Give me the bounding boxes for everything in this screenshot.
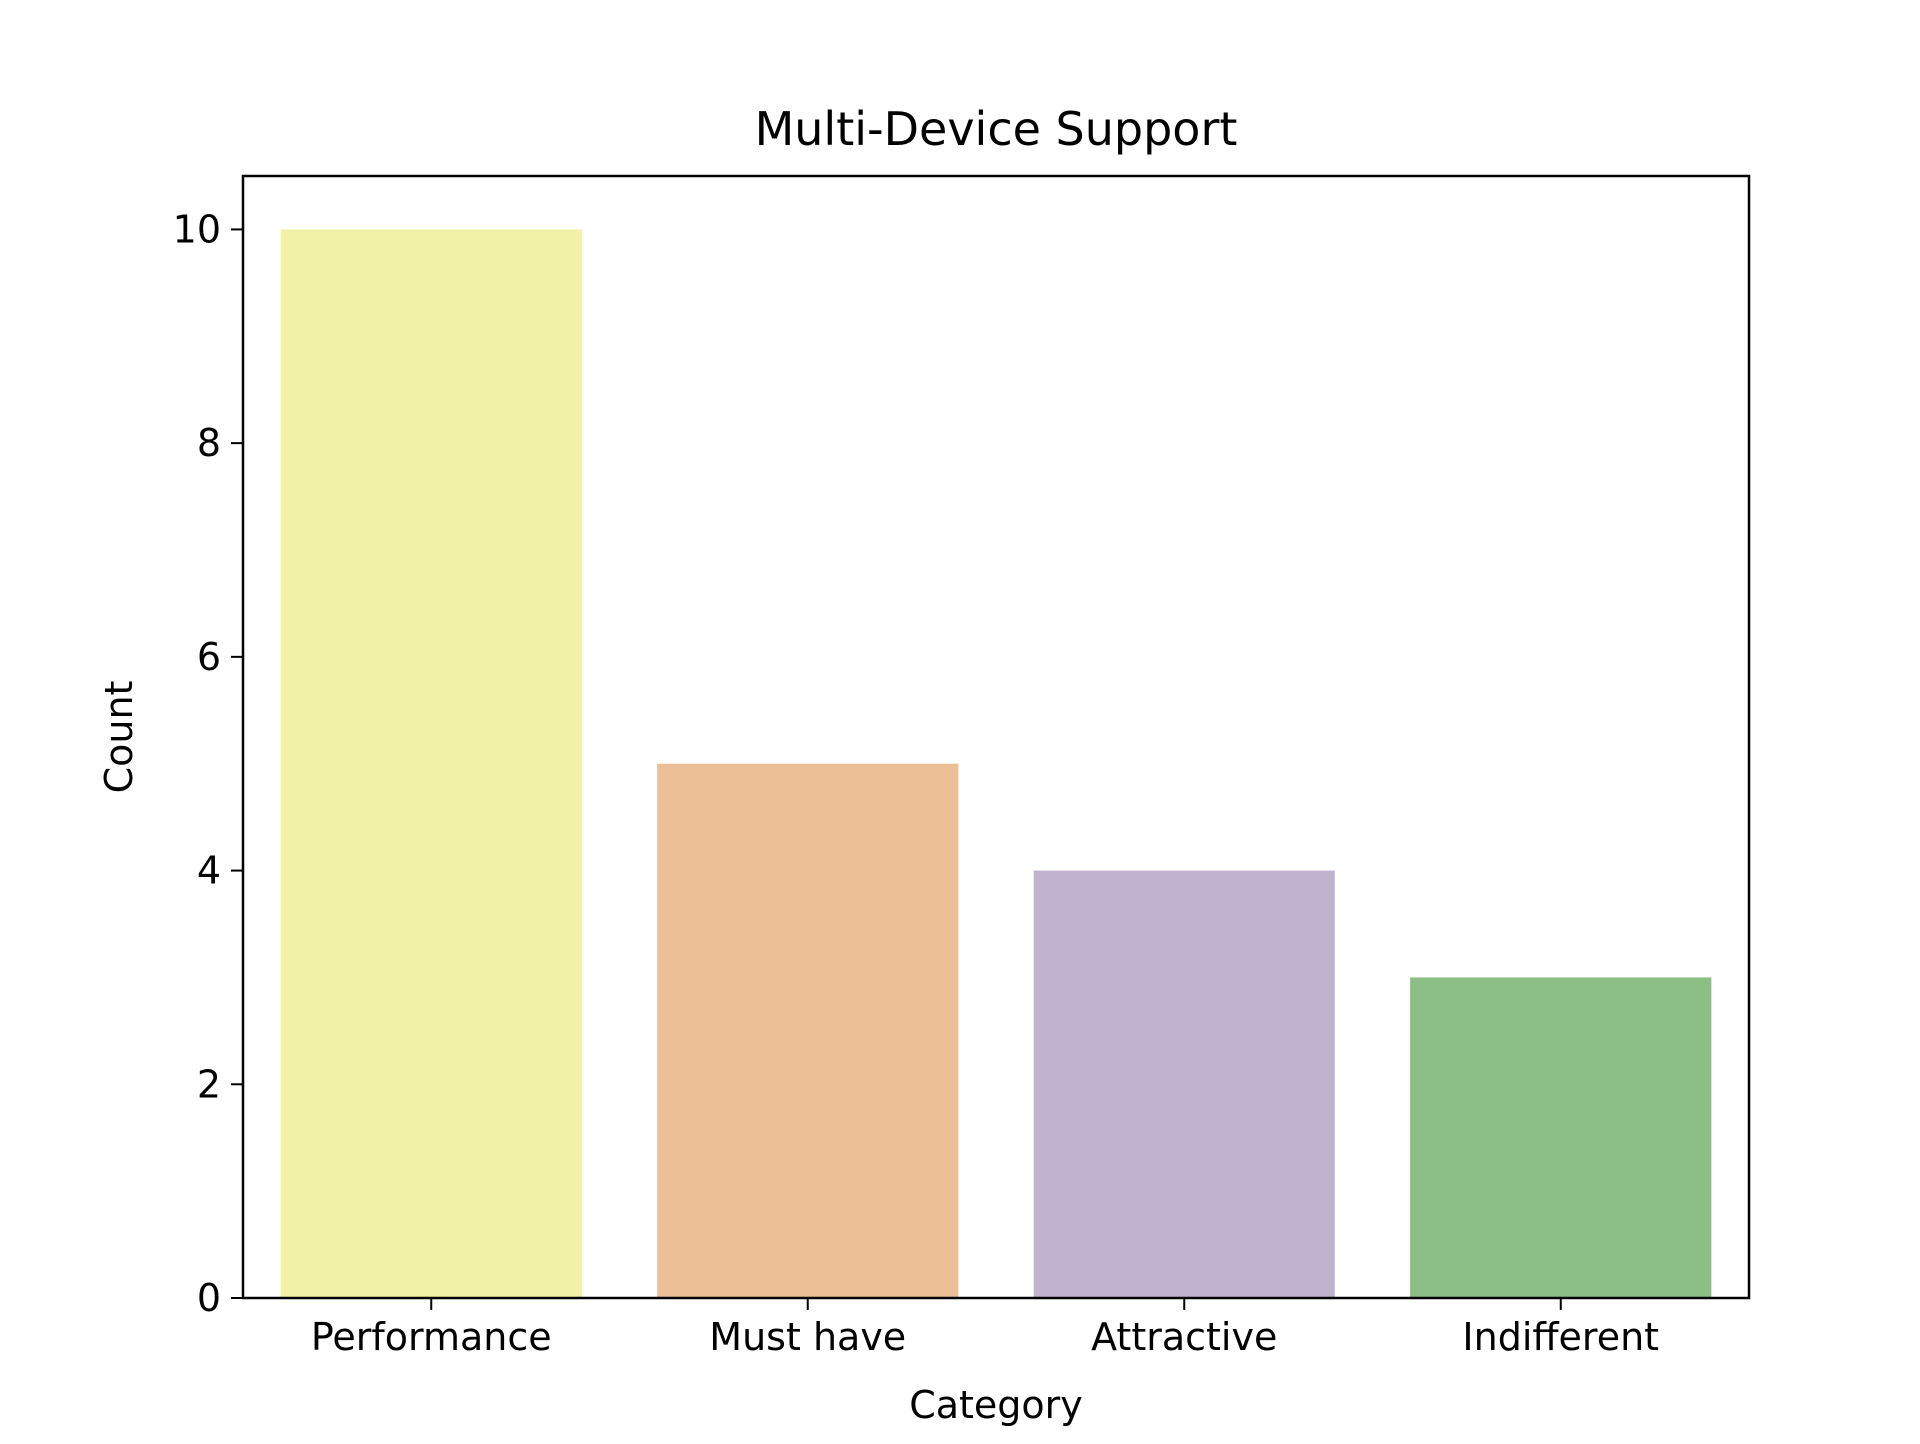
x-tick-label: Indifferent bbox=[1462, 1315, 1659, 1359]
y-tick-label: 8 bbox=[197, 421, 221, 465]
bars-group bbox=[280, 229, 1712, 1298]
y-tick-label: 6 bbox=[197, 635, 221, 679]
y-tick-label: 10 bbox=[173, 207, 221, 251]
chart-title: Multi-Device Support bbox=[755, 102, 1238, 156]
bar-must-have bbox=[657, 763, 959, 1298]
y-tick-label: 2 bbox=[197, 1062, 221, 1106]
plot-frame bbox=[241, 174, 1751, 1300]
bar-attractive bbox=[1033, 870, 1335, 1298]
x-tick-label: Attractive bbox=[1091, 1315, 1277, 1359]
y-axis-label: Count bbox=[97, 681, 141, 794]
x-tick-label: Performance bbox=[311, 1315, 552, 1359]
y-axis: 0 2 4 6 8 10 bbox=[173, 207, 243, 1320]
x-tick-label: Must have bbox=[709, 1315, 906, 1359]
x-axis: Performance Must have Attractive Indifferen… bbox=[311, 1298, 1659, 1359]
y-tick-label: 0 bbox=[197, 1276, 221, 1320]
x-axis-label: Category bbox=[909, 1383, 1083, 1427]
y-tick-label: 4 bbox=[197, 849, 221, 893]
bar-indifferent bbox=[1410, 977, 1712, 1298]
bar-performance bbox=[280, 229, 582, 1298]
